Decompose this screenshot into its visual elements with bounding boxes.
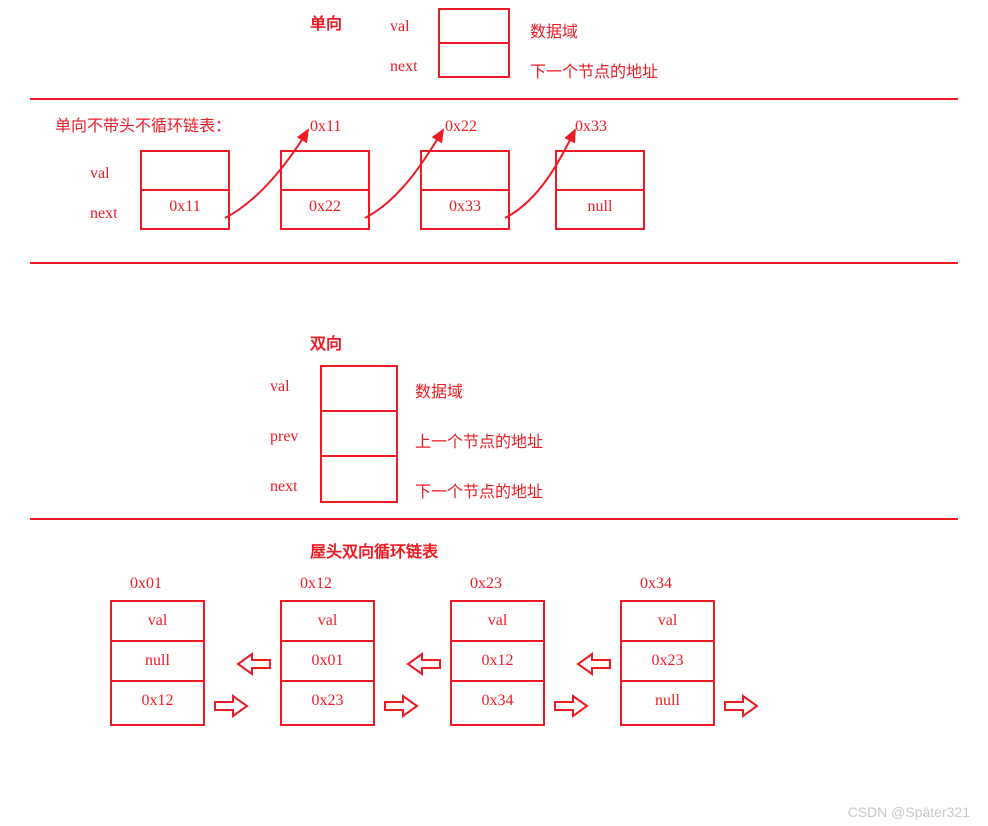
s4-n0-prev: null (112, 642, 203, 682)
s4-n3-val: val (622, 602, 713, 642)
s3-f2-desc: 下一个节点的地址 (415, 478, 543, 502)
s1-field1-label: next (390, 58, 418, 76)
s4-n2-addr: 0x23 (470, 575, 502, 593)
s4-n3-prev: 0x23 (622, 642, 713, 682)
s2-node-3: null (555, 150, 645, 230)
s1-field0-desc: 数据域 (530, 18, 578, 42)
s3-f1-label: prev (270, 428, 298, 446)
s4-n1-addr: 0x12 (300, 575, 332, 593)
s4-n3-addr: 0x34 (640, 575, 672, 593)
s2-n2-addr: 0x22 (445, 118, 477, 136)
s2-n1-addr: 0x11 (310, 118, 341, 136)
divider-1 (30, 98, 958, 100)
s1-cell-next (440, 44, 508, 78)
section3-title: 双向 (310, 330, 342, 354)
divider-3 (30, 518, 958, 520)
s4-n0-next: 0x12 (112, 682, 203, 722)
s4-n1-val: val (282, 602, 373, 642)
s1-field0-label: val (390, 18, 410, 36)
section4-title: 屋头双向循环链表 (310, 538, 438, 562)
s4-node-0: val null 0x12 (110, 600, 205, 726)
s3-c0 (322, 367, 396, 412)
s4-n2-prev: 0x12 (452, 642, 543, 682)
s4-n3-next: null (622, 682, 713, 722)
s4-n1-prev: 0x01 (282, 642, 373, 682)
s2-n1-val (282, 152, 368, 191)
s3-f0-label: val (270, 378, 290, 396)
s3-f0-desc: 数据域 (415, 378, 463, 402)
s3-node-box (320, 365, 398, 503)
s4-node-1: val 0x01 0x23 (280, 600, 375, 726)
s3-c2 (322, 457, 396, 503)
divider-2 (30, 262, 958, 264)
s2-n2-val (422, 152, 508, 191)
watermark: CSDN @Später321 (848, 804, 970, 820)
s3-c1 (322, 412, 396, 457)
s2-n1-next: 0x22 (282, 191, 368, 230)
s2-n0-val (142, 152, 228, 191)
s2-node-1: 0x22 (280, 150, 370, 230)
s2-n3-addr: 0x33 (575, 118, 607, 136)
s3-f1-desc: 上一个节点的地址 (415, 428, 543, 452)
s1-node-box (438, 8, 510, 78)
section2-title: 单向不带头不循环链表： (55, 112, 231, 136)
s2-node-0: 0x11 (140, 150, 230, 230)
s4-node-3: val 0x23 null (620, 600, 715, 726)
s3-f2-label: next (270, 478, 298, 496)
s2-rowlabel-val: val (90, 165, 110, 183)
section1-title: 单向 (310, 10, 342, 34)
s4-node-2: val 0x12 0x34 (450, 600, 545, 726)
s2-n0-next: 0x11 (142, 191, 228, 230)
s1-cell-val (440, 10, 508, 44)
s4-n2-next: 0x34 (452, 682, 543, 722)
s2-n3-val (557, 152, 643, 191)
s4-n2-val: val (452, 602, 543, 642)
s1-field1-desc: 下一个节点的地址 (530, 58, 658, 82)
s4-n1-next: 0x23 (282, 682, 373, 722)
s2-rowlabel-next: next (90, 205, 118, 223)
s2-n3-next: null (557, 191, 643, 230)
s4-n0-val: val (112, 602, 203, 642)
s2-node-2: 0x33 (420, 150, 510, 230)
s4-n0-addr: 0x01 (130, 575, 162, 593)
s2-n2-next: 0x33 (422, 191, 508, 230)
